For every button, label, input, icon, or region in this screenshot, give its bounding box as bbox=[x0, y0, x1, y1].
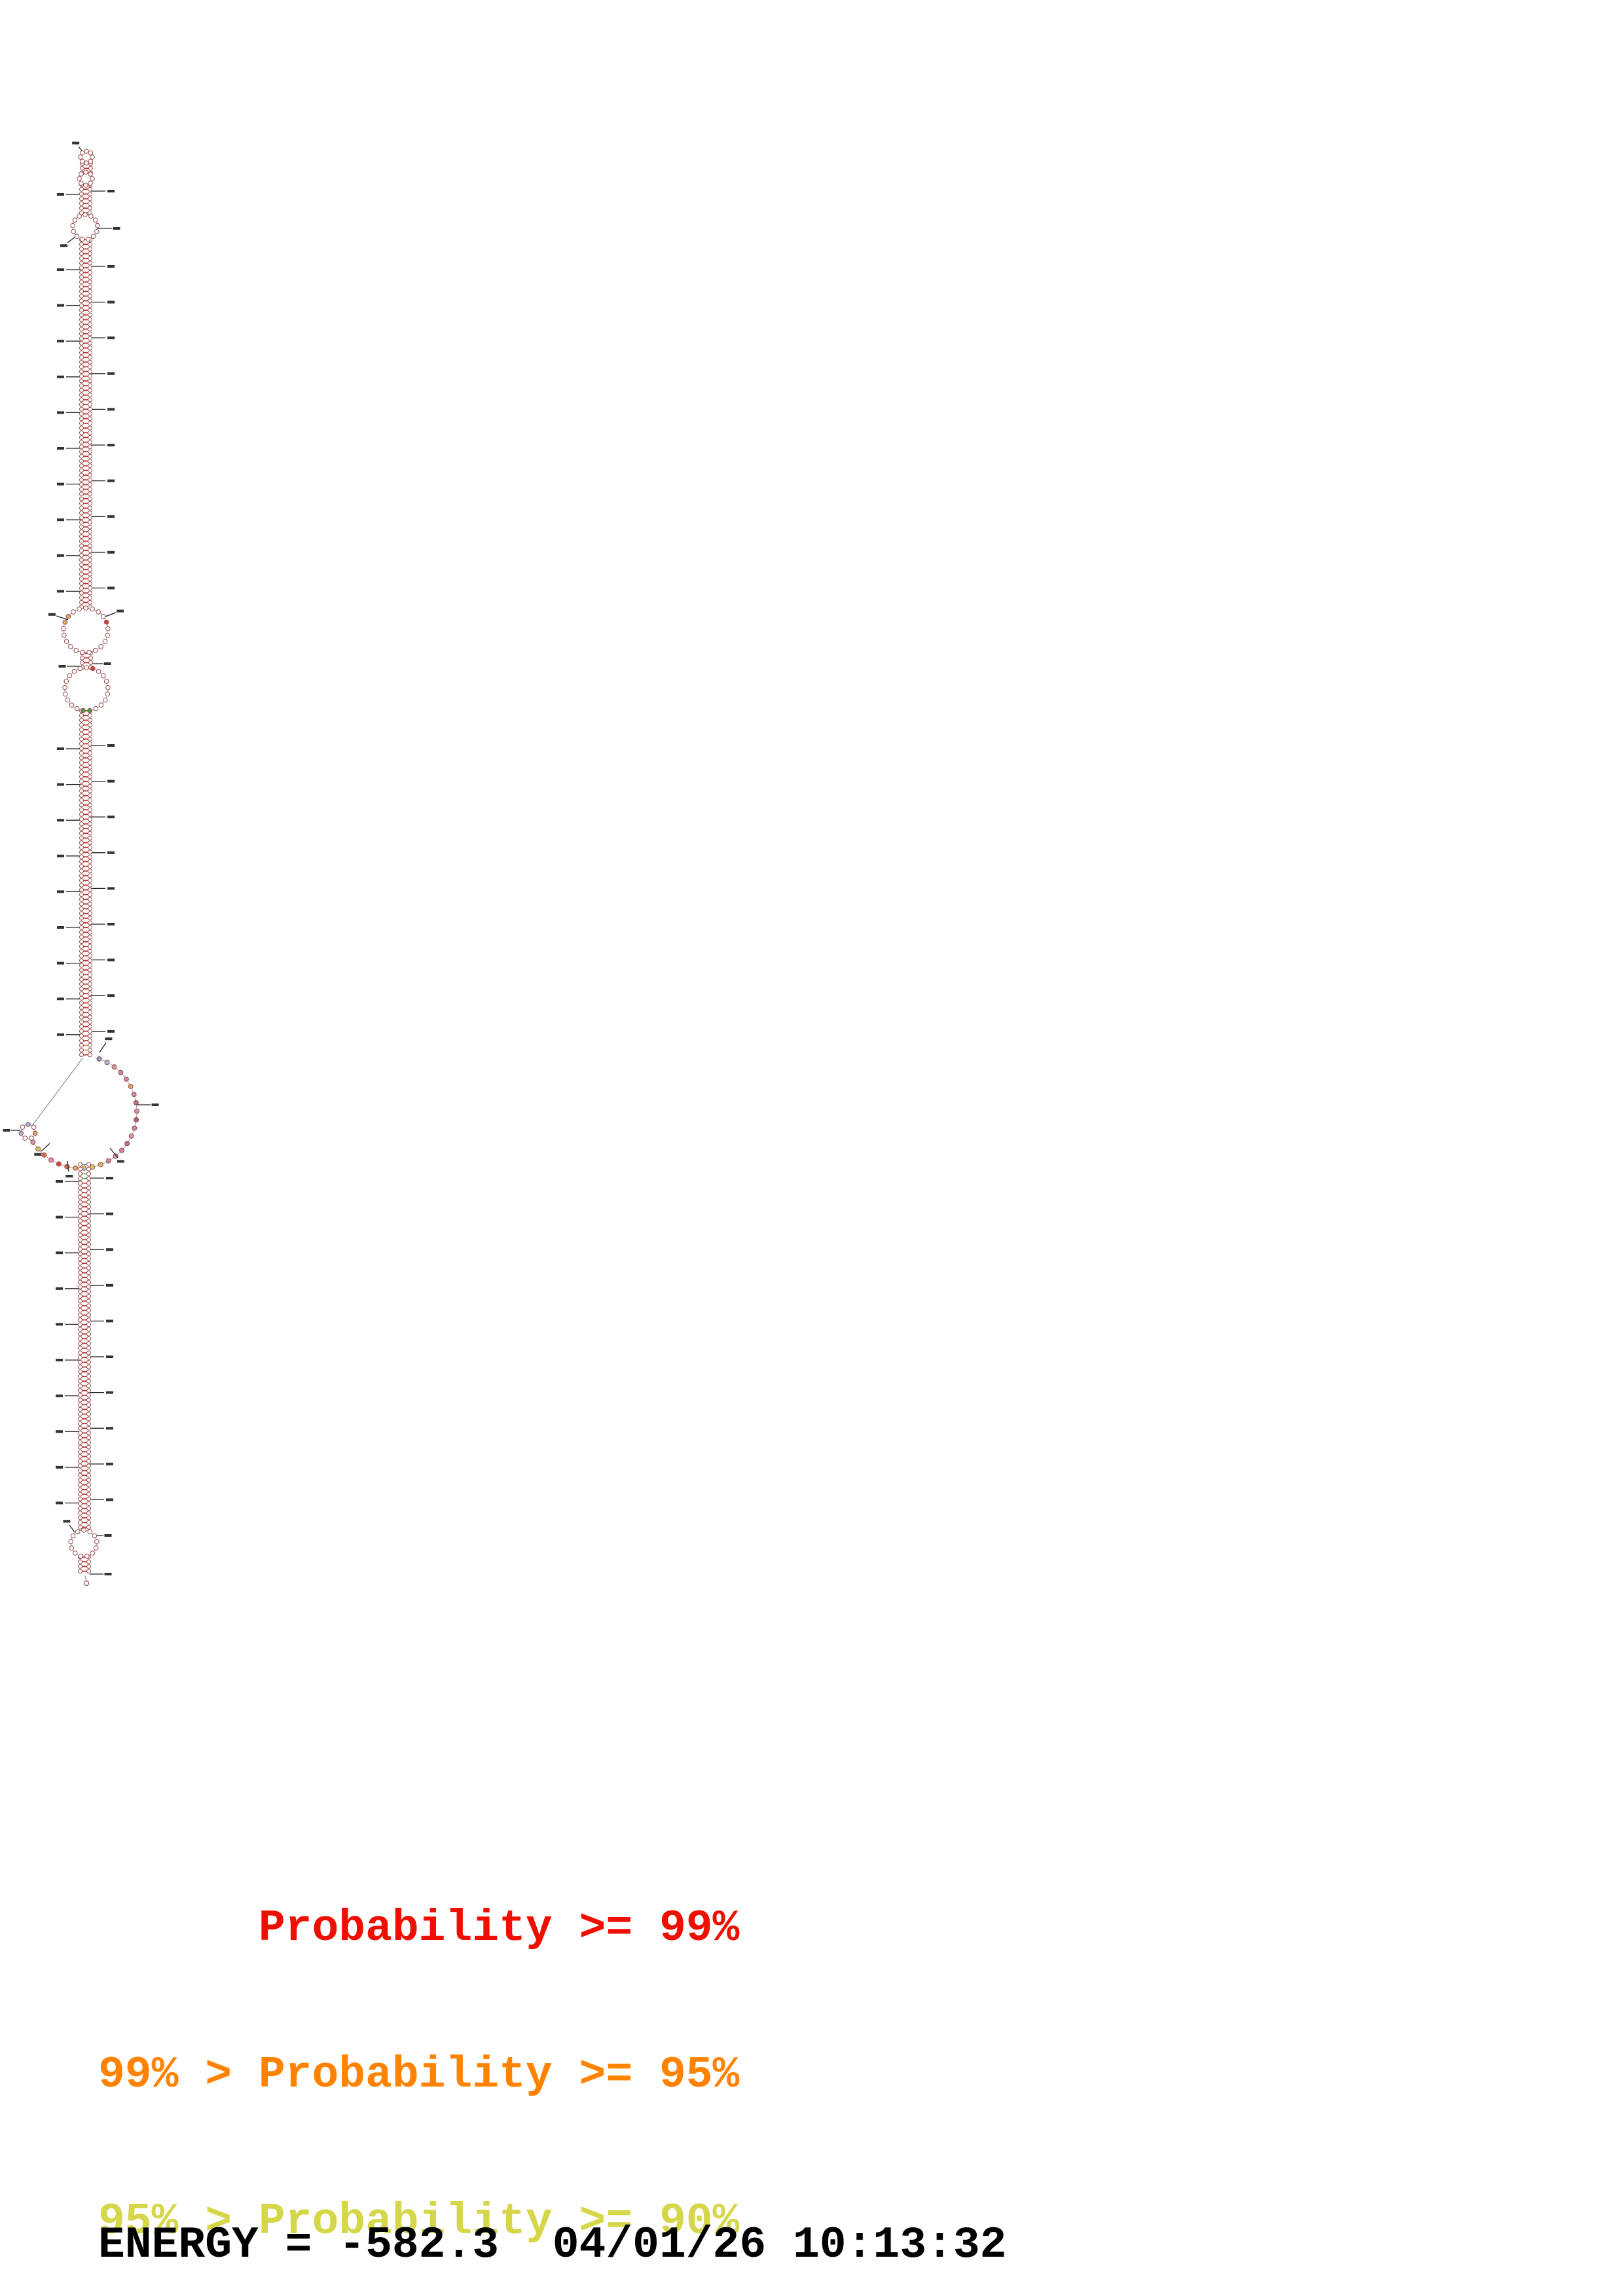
giant-loop bbox=[30, 1056, 139, 1171]
legend-line-95-90: 95% > Probability >= 90% bbox=[98, 2196, 740, 2247]
loop-bases bbox=[18, 149, 111, 1559]
loop-rings bbox=[20, 151, 109, 1557]
helix-ladders bbox=[78, 161, 93, 1574]
probability-legend: Probability >= 99% 99% > Probability >= … bbox=[98, 1807, 739, 2296]
energy-timestamp-label: ENERGY = -582.3 04/01/26 10:13:32 bbox=[98, 2220, 1007, 2270]
legend-line-99-95: 99% > Probability >= 95% bbox=[98, 2049, 740, 2100]
legend-line-p-ge-99: Probability >= 99% bbox=[98, 1903, 740, 1954]
three-prime-tail bbox=[83, 1575, 90, 1587]
tick-marks bbox=[3, 141, 159, 1575]
